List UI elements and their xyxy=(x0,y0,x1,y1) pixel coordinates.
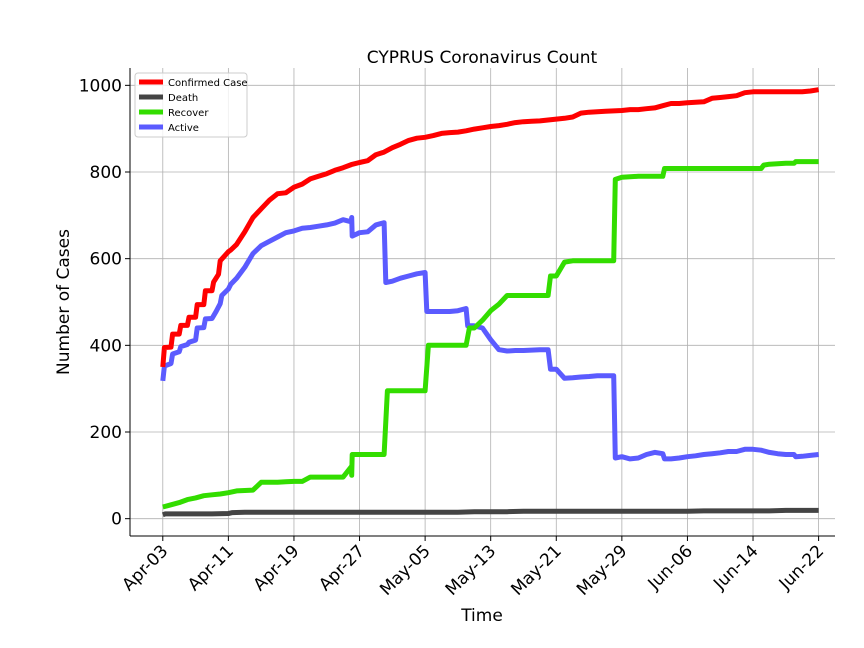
x-tick-label: Apr-19 xyxy=(250,541,304,595)
y-tick-label: 800 xyxy=(90,163,122,183)
series-line-death xyxy=(161,507,819,518)
series-line-recover xyxy=(162,159,819,510)
series-line-confirmed-case xyxy=(160,87,819,368)
x-axis-label: Time xyxy=(460,606,503,626)
y-tick-label: 200 xyxy=(90,423,122,443)
x-tick-label: Apr-03 xyxy=(119,541,173,595)
grid xyxy=(130,68,835,536)
legend-label: Active xyxy=(168,123,199,134)
x-tick-label: Jun-06 xyxy=(644,541,697,594)
x-tick-label: Apr-11 xyxy=(184,541,238,595)
x-tick-label: Apr-27 xyxy=(315,541,369,595)
legend-box xyxy=(134,72,248,138)
chart-title: CYPRUS Coronavirus Count xyxy=(367,48,598,68)
x-tick-label: May-13 xyxy=(442,541,500,599)
x-tick-label: Jun-22 xyxy=(775,541,828,594)
x-ticks: Apr-03 Apr-11 Apr-19 Apr-27 May-05 May-13 May-… xyxy=(119,536,828,600)
y-tick-label: 1000 xyxy=(79,76,122,96)
x-tick-label: May-21 xyxy=(507,541,565,599)
x-tick-label: Jun-14 xyxy=(709,541,762,594)
series-group xyxy=(160,87,819,518)
y-axis-label: Number of Cases xyxy=(54,229,74,375)
legend-label: Recover xyxy=(168,108,209,119)
axes xyxy=(129,68,835,537)
legend: Confirmed Case Death Recover Active xyxy=(134,72,248,138)
series-line-active xyxy=(160,215,819,462)
x-tick-label: May-29 xyxy=(573,541,631,599)
y-tick-label: 0 xyxy=(111,510,122,530)
y-tick-label: 600 xyxy=(90,250,122,270)
legend-label: Death xyxy=(168,93,198,104)
y-ticks: 0 200 400 600 800 1000 xyxy=(79,76,130,530)
x-tick-label: May-05 xyxy=(376,541,434,599)
legend-label: Confirmed Case xyxy=(168,78,248,89)
y-tick-label: 400 xyxy=(90,336,122,356)
